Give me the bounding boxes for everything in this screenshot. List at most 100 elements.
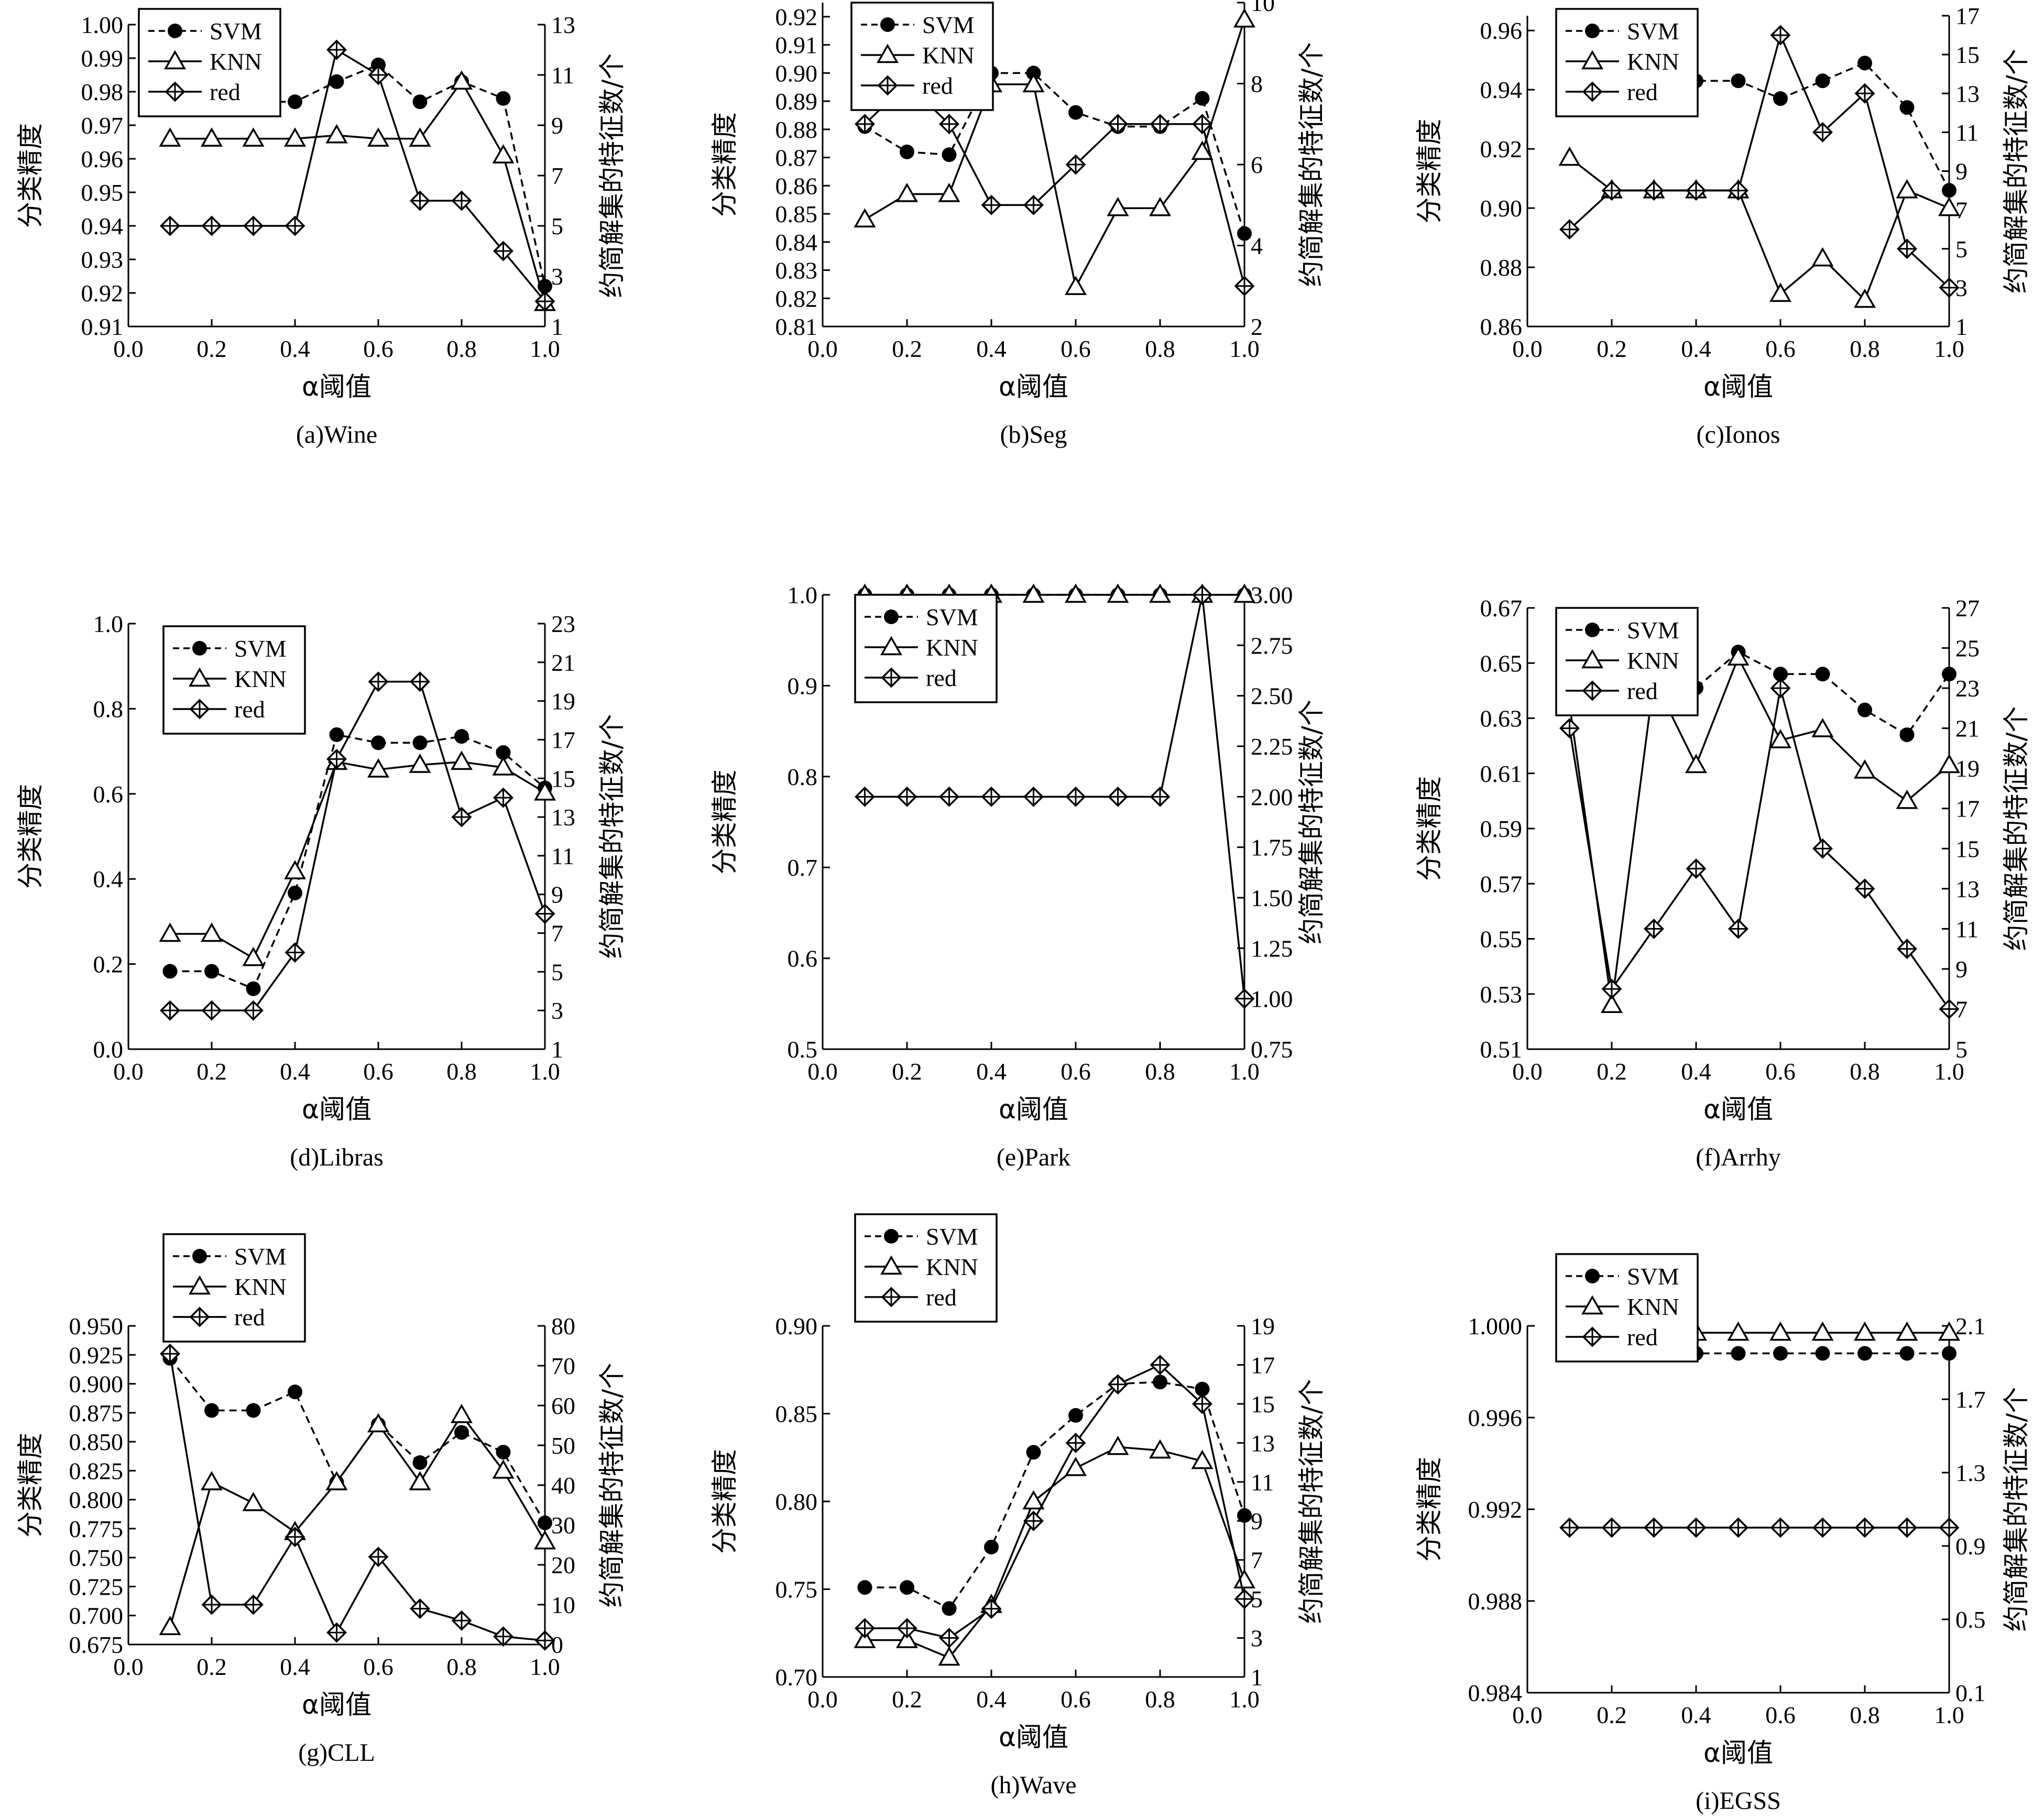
data-point	[329, 74, 344, 89]
legend-label: SVM	[926, 1223, 978, 1250]
data-point	[454, 1425, 469, 1440]
data-point	[492, 756, 515, 776]
y-tick-label: 0.98	[81, 79, 124, 105]
y-tick-label: 0.750	[69, 1544, 124, 1571]
legend-box	[850, 2, 994, 111]
chart-panel: 0.0 0.2 0.4 0.6 0.8 1.0 0.51 0.53 0.55 0.57 0.59 0.…	[1414, 595, 2031, 1171]
chart-caption: (b)Seg	[1000, 421, 1067, 449]
data-point	[1857, 56, 1872, 71]
y2-tick-label: 1.00	[1251, 986, 1293, 1012]
data-point	[200, 127, 223, 147]
legend-label: SVM	[1627, 18, 1679, 45]
data-point	[1812, 1517, 1833, 1538]
data-point	[1234, 988, 1255, 1009]
data-point	[1853, 288, 1876, 308]
data-point	[1896, 789, 1918, 809]
y-axis-title: 分类精度	[709, 112, 740, 217]
legend-label: SVM	[234, 635, 287, 662]
x-tick-label: 0.8	[1145, 1686, 1175, 1713]
data-point	[1815, 73, 1830, 89]
legend: SVM KNN red	[138, 8, 281, 117]
data-point	[1857, 702, 1872, 717]
y2-tick-label: 1	[551, 313, 563, 340]
y2-tick-label: 7	[1251, 1547, 1263, 1574]
data-point	[1727, 1321, 1750, 1341]
data-point	[1942, 183, 1956, 198]
y2-tick-label: 5	[551, 958, 563, 985]
x-tick-label: 0.2	[196, 335, 227, 362]
data-point	[1237, 1508, 1252, 1523]
y-tick-label: 0.984	[1468, 1680, 1523, 1706]
data-point	[450, 70, 473, 90]
data-point	[326, 39, 347, 60]
legend-label: SVM	[210, 18, 262, 45]
y2-tick-label: 60	[551, 1392, 575, 1419]
series-red	[855, 1354, 1255, 1649]
data-point	[1811, 1321, 1834, 1341]
y2-axis-title: 约简解集的特征数/个	[597, 53, 627, 298]
data-point	[1234, 1588, 1255, 1609]
data-point	[159, 1616, 181, 1636]
x-axis-title: α阈值	[999, 1722, 1068, 1752]
y-tick-label: 0.950	[69, 1313, 124, 1339]
data-point	[942, 1601, 957, 1616]
data-point	[1853, 1321, 1876, 1341]
y2-tick-label: 15	[551, 765, 575, 792]
data-point	[1854, 1517, 1875, 1538]
y2-tick-label: 13	[1955, 80, 1980, 107]
data-point	[201, 1594, 222, 1615]
y2-axis-title: 约简解集的特征数/个	[597, 1363, 627, 1608]
data-point	[1938, 1321, 1961, 1341]
series-red	[160, 671, 555, 1021]
series-red	[855, 584, 1255, 1009]
data-point	[285, 942, 305, 963]
data-point	[1815, 1346, 1830, 1361]
legend-marker	[876, 43, 899, 63]
data-point	[1727, 646, 1750, 666]
legend-label: SVM	[1627, 1263, 1679, 1290]
y-axis-title: 分类精度	[1414, 776, 1445, 881]
y-tick-label: 0.67	[1480, 595, 1523, 622]
x-tick-label: 0.6	[1765, 1058, 1796, 1085]
data-point	[1811, 718, 1834, 737]
data-point	[409, 127, 431, 147]
y-tick-label: 0.800	[69, 1487, 124, 1513]
series-line	[170, 680, 546, 1011]
x-tick-label: 1.0	[1229, 1058, 1260, 1085]
data-point	[1192, 584, 1212, 605]
legend-marker	[188, 1275, 211, 1295]
series-line	[864, 72, 1245, 234]
y2-tick-label: 2	[1251, 313, 1263, 340]
data-point	[1939, 1517, 1960, 1538]
data-point	[939, 1628, 959, 1649]
data-point	[857, 1580, 872, 1595]
y-tick-label: 0.87	[775, 145, 818, 171]
y2-tick-label: 17	[1251, 1352, 1275, 1378]
y2-tick-label: 7	[551, 162, 563, 189]
y-tick-label: 0.775	[69, 1516, 124, 1542]
data-point	[984, 1540, 999, 1555]
x-tick-label: 0.0	[807, 1686, 838, 1713]
x-tick-label: 1.0	[530, 1653, 560, 1680]
y2-axis-title: 约简解集的特征数/个	[1296, 700, 1327, 944]
y2-tick-label: 1.7	[1955, 1386, 1986, 1413]
y-tick-label: 0.850	[69, 1429, 124, 1455]
legend-marker	[192, 1249, 207, 1264]
legend-label: KNN	[1627, 48, 1679, 75]
data-point	[243, 215, 264, 236]
data-point	[326, 748, 347, 769]
data-point	[1728, 1517, 1748, 1538]
y-tick-label: 0.700	[69, 1603, 124, 1629]
y2-tick-label: 0.5	[1955, 1606, 1986, 1633]
y2-tick-label: 25	[1955, 635, 1980, 662]
data-point	[897, 786, 917, 807]
x-tick-label: 0.8	[1850, 1702, 1880, 1728]
y2-tick-label: 3	[1251, 1625, 1263, 1652]
series-line	[1568, 655, 1950, 1006]
y-tick-label: 1.0	[93, 611, 124, 637]
y-tick-label: 0.99	[81, 45, 124, 72]
data-point	[1857, 1346, 1872, 1361]
data-point	[1064, 1456, 1087, 1476]
data-point	[1686, 858, 1707, 879]
y2-tick-label: 3	[551, 263, 563, 290]
